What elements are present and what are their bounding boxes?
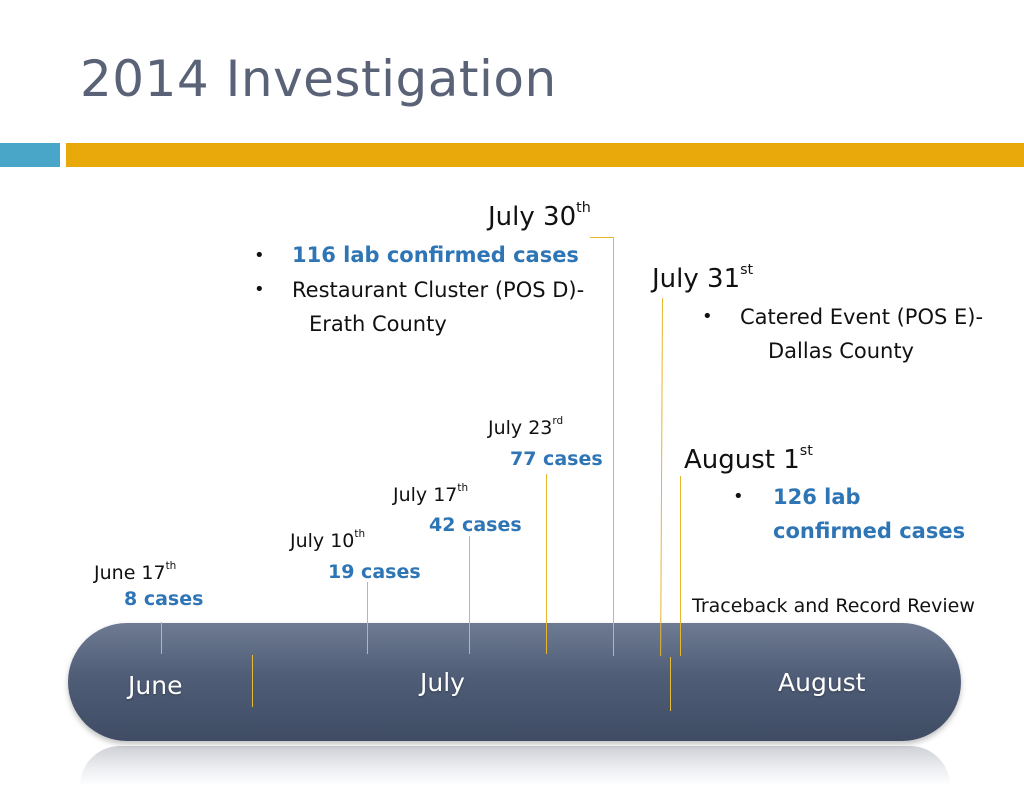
text-july30-county: Erath County	[309, 312, 447, 336]
bullet-july31-1: •	[702, 306, 713, 327]
date-july17: July 17th	[393, 482, 469, 506]
date-july30: July 30th	[488, 200, 591, 232]
title-accent-bar-gold	[66, 143, 1024, 167]
text-august1-cases-2: confirmed cases	[773, 519, 966, 543]
bullet-august1-1: •	[733, 486, 744, 507]
cases-july10: 19 cases	[328, 561, 421, 583]
month-label-august: August	[778, 668, 866, 697]
bullet-july30-1: •	[254, 245, 265, 266]
traceback-note: Traceback and Record Review	[692, 595, 975, 617]
cases-july23: 77 cases	[510, 448, 603, 470]
slide-title: 2014 Investigation	[80, 50, 557, 108]
connector-july17	[469, 536, 470, 654]
date-july23: July 23rd	[488, 415, 564, 439]
timeline-bar	[68, 623, 961, 741]
text-july31-event: Catered Event (POS E)-	[740, 305, 984, 329]
connector-july30-top	[590, 237, 613, 238]
title-accent-bar-blue	[0, 143, 60, 167]
text-august1-cases-1: 126 lab	[773, 485, 861, 509]
cases-july17: 42 cases	[429, 514, 522, 536]
date-july31: July 31st	[652, 262, 754, 294]
connector-july23	[546, 474, 547, 654]
connector-july10	[367, 582, 368, 654]
date-june17: June 17th	[94, 560, 177, 584]
date-august1: August 1st	[684, 443, 813, 475]
date-july10: July 10th	[290, 528, 366, 552]
connector-july31	[660, 297, 663, 656]
text-july30-cases: 116 lab confirmed cases	[292, 243, 579, 267]
connector-july30	[613, 237, 614, 656]
month-divider-july-august	[670, 657, 671, 711]
month-divider-june-july	[252, 655, 253, 707]
month-label-june: June	[128, 671, 183, 700]
connector-june17	[161, 622, 162, 654]
bullet-july30-2: •	[254, 279, 265, 300]
month-label-july: July	[420, 668, 465, 697]
cases-june17: 8 cases	[124, 588, 204, 610]
text-july31-county: Dallas County	[768, 339, 914, 363]
connector-august1	[680, 476, 681, 656]
timeline-reflection	[80, 746, 950, 786]
text-july30-cluster: Restaurant Cluster (POS D)-	[292, 278, 585, 302]
